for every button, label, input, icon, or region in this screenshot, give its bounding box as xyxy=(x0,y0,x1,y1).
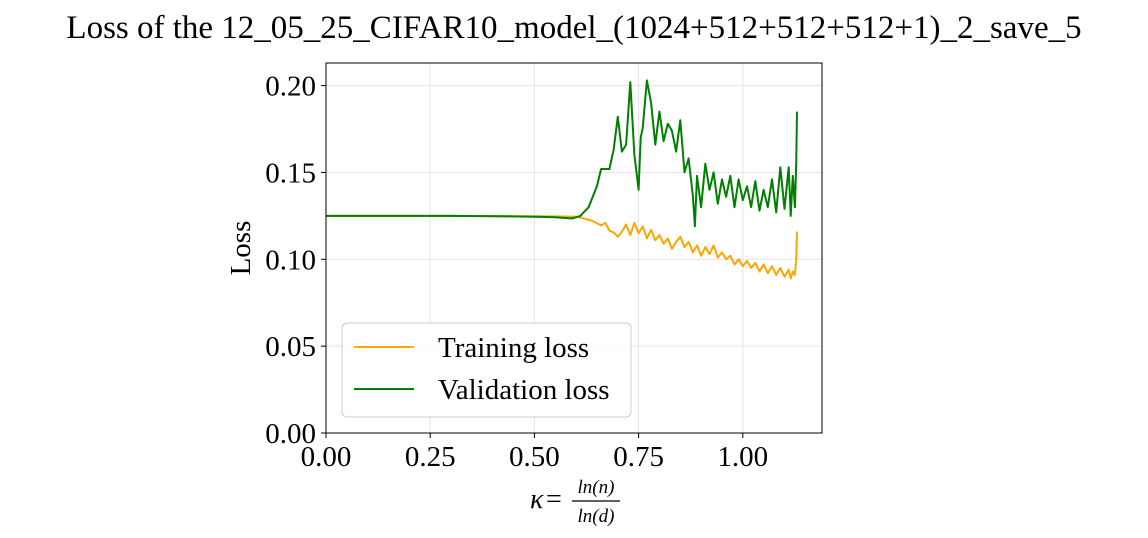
chart-title: Loss of the 12_05_25_CIFAR10_model_(1024… xyxy=(66,10,1081,46)
series-line-training-loss xyxy=(326,214,798,280)
x-tick-label: 0.25 xyxy=(405,441,456,473)
x-tick-label: 0.75 xyxy=(613,441,664,473)
legend: Training loss Validation loss xyxy=(341,322,632,418)
legend-box xyxy=(341,322,632,418)
y-tick-label: 0.15 xyxy=(265,157,316,189)
x-axis-label-kappa: κ xyxy=(530,484,544,515)
series-layer xyxy=(326,79,798,280)
y-tick-label: 0.10 xyxy=(265,244,316,276)
x-axis-label-denominator: ln(d) xyxy=(578,506,615,527)
x-axis-label: κ = ln(n) ln(d) xyxy=(530,477,620,527)
axis-ticks: 0.00 0.25 0.50 0.75 1.00 0.00 0.05 0.10 0.15 0.20 xyxy=(265,71,768,473)
x-tick-label: 1.00 xyxy=(717,441,768,473)
x-tick-label: 0.50 xyxy=(509,441,560,473)
x-tick-label: 0.00 xyxy=(301,441,352,473)
y-tick-label: 0.20 xyxy=(265,71,316,103)
y-tick-label: 0.05 xyxy=(265,331,316,363)
y-tick-label: 0.00 xyxy=(265,418,316,450)
x-axis-label-equals: = xyxy=(546,484,562,515)
series-line-validation-loss xyxy=(326,79,798,228)
legend-label-validation-loss: Validation loss xyxy=(438,374,610,406)
legend-label-training-loss: Training loss xyxy=(438,332,589,364)
plot-frame xyxy=(325,62,823,434)
x-axis-label-numerator: ln(n) xyxy=(578,477,615,498)
y-axis-label: Loss xyxy=(225,221,257,276)
